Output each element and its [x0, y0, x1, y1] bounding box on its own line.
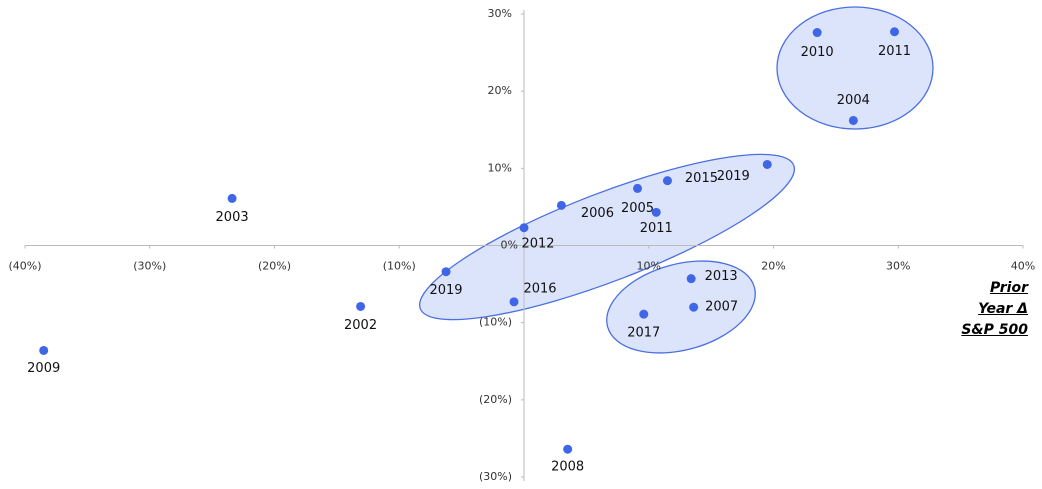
- x-tick-label: 0%: [501, 239, 518, 252]
- x-tick-label: (20%): [258, 260, 291, 273]
- point: [651, 207, 661, 217]
- point: [441, 267, 451, 277]
- point-label: 2013: [705, 269, 738, 284]
- point: [686, 274, 696, 284]
- y-tick-label: (30%): [479, 470, 512, 483]
- point-label: 2016: [523, 281, 556, 296]
- point: [509, 297, 519, 307]
- y-tick-label: 30%: [488, 7, 512, 20]
- point-label: 2017: [627, 326, 660, 341]
- point: [633, 183, 643, 193]
- x-tick-label: (10%): [383, 260, 416, 273]
- y-tick-label: 10%: [488, 161, 512, 174]
- x-tick-label: 30%: [886, 260, 910, 273]
- y-tick-label: 20%: [488, 84, 512, 97]
- x-axis-label-line: Prior: [989, 280, 1028, 296]
- point-label: 2015: [685, 171, 718, 186]
- point: [812, 28, 822, 38]
- point-label: 2003: [216, 210, 249, 225]
- point-label: 2008: [551, 460, 584, 475]
- point-label: 2010: [801, 45, 834, 60]
- y-tick-label: (20%): [479, 393, 512, 406]
- point-label: 2011: [640, 221, 673, 236]
- point-label: 2019: [717, 169, 750, 184]
- point: [890, 27, 900, 37]
- x-tick-label: (40%): [8, 260, 41, 273]
- point-label: 2005: [621, 201, 654, 216]
- point: [227, 193, 237, 203]
- x-tick-label: (30%): [133, 260, 166, 273]
- point-label: 2019: [429, 283, 462, 298]
- x-axis-label-line: S&P 500: [961, 322, 1028, 338]
- point: [556, 200, 566, 210]
- point: [563, 444, 573, 454]
- point-label: 2006: [581, 206, 614, 221]
- point: [848, 115, 858, 125]
- x-tick-label: 10%: [637, 260, 661, 273]
- group-ellipse: [418, 153, 796, 321]
- y-tick-label: (10%): [479, 316, 512, 329]
- x-axis-label: Prior Year Δ S&P 500: [961, 278, 1028, 341]
- point-label: 2011: [878, 44, 911, 59]
- point: [356, 301, 366, 311]
- x-axis-label-line: Year Δ: [978, 301, 1028, 317]
- groupings: [418, 6, 934, 354]
- point: [762, 159, 772, 169]
- point-label: 2012: [521, 236, 554, 251]
- point-label: 2002: [344, 318, 377, 333]
- point: [639, 309, 649, 319]
- group-ellipse: [776, 6, 934, 130]
- x-tick-label: 20%: [761, 260, 785, 273]
- x-tick-label: 40%: [1011, 260, 1035, 273]
- point: [662, 176, 672, 186]
- point: [519, 223, 529, 233]
- point: [689, 302, 699, 312]
- point: [39, 345, 49, 355]
- point-label: 2009: [27, 361, 60, 376]
- point-label: 2007: [705, 300, 738, 315]
- point-label: 2004: [837, 93, 870, 108]
- group-ellipse: [606, 260, 756, 354]
